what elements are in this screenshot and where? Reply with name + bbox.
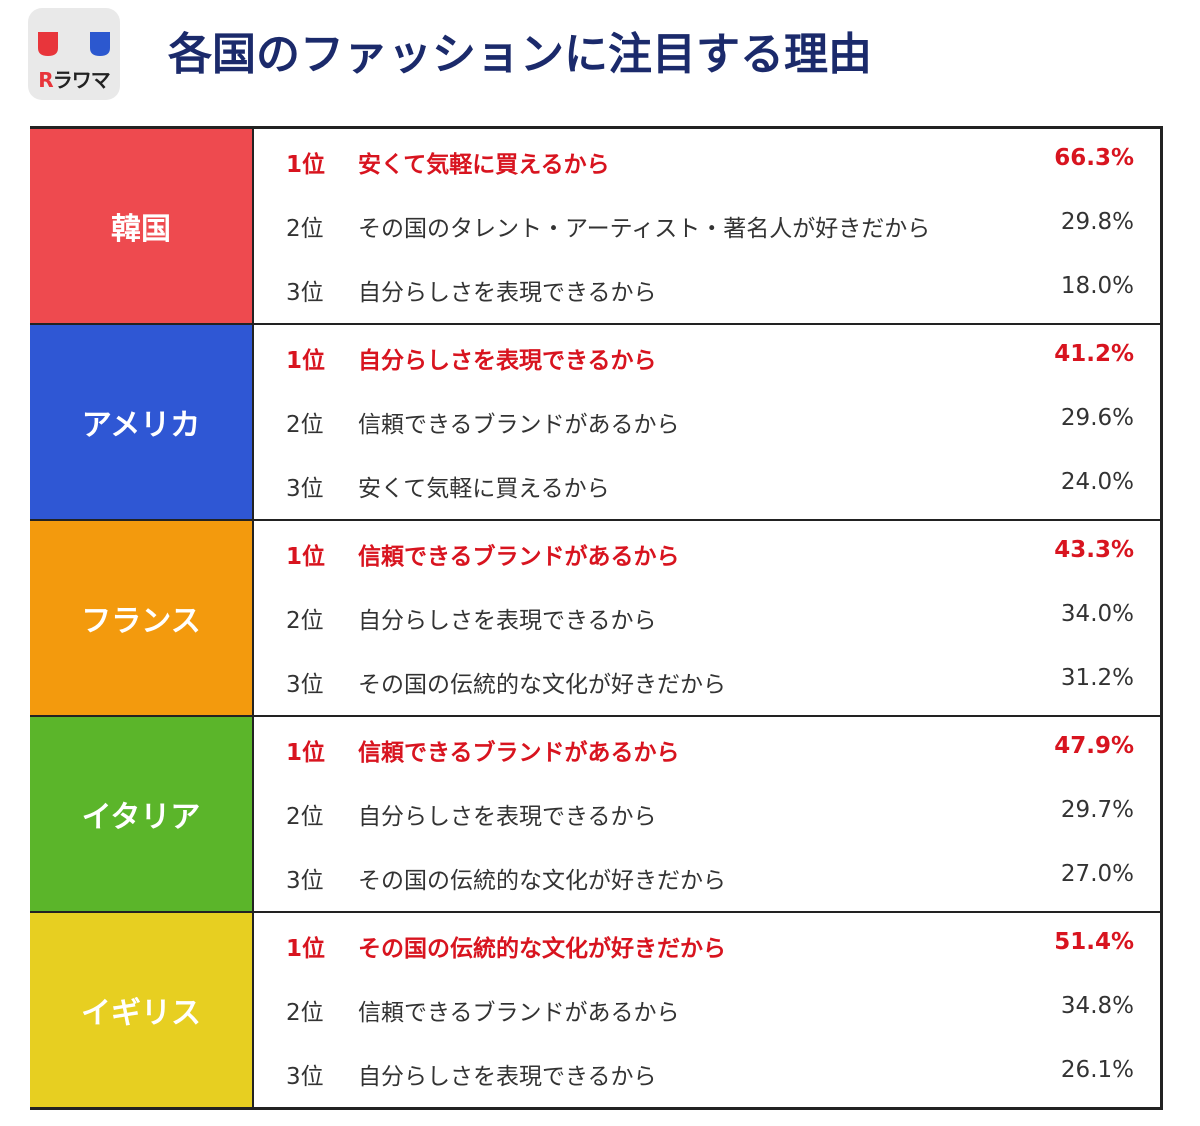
table-row: 1位 安くて気軽に買えるから 66.3%: [254, 129, 1160, 193]
rank-label: 3位: [286, 1064, 324, 1090]
reason-text: その国の伝統的な文化が好きだから: [358, 672, 726, 698]
reason-text: その国の伝統的な文化が好きだから: [358, 936, 726, 962]
table-row: 3位 その国の伝統的な文化が好きだから 31.2%: [254, 649, 1160, 713]
rank-label: 1位: [286, 936, 326, 962]
percent-value: 31.2%: [1060, 665, 1134, 691]
table-row: 3位 安くて気軽に買えるから 24.0%: [254, 453, 1160, 517]
country-group: イギリス 1位 その国の伝統的な文化が好きだから 51.4% 2位 信頼できるブランドがあ…: [30, 913, 1160, 1110]
percent-value: 29.6%: [1060, 405, 1134, 431]
country-label: 韓国: [30, 129, 254, 323]
reason-text: その国の伝統的な文化が好きだから: [358, 868, 726, 894]
table-row: 2位 自分らしさを表現できるから 29.7%: [254, 781, 1160, 845]
reason-text: 自分らしさを表現できるから: [358, 608, 657, 634]
percent-value: 26.1%: [1060, 1057, 1134, 1083]
percent-value: 29.8%: [1060, 209, 1134, 235]
rank-label: 2位: [286, 1000, 324, 1026]
table-row: 3位 自分らしさを表現できるから 26.1%: [254, 1041, 1160, 1105]
percent-value: 47.9%: [1054, 733, 1134, 759]
reason-text: 自分らしさを表現できるから: [358, 280, 657, 306]
table-row: 1位 信頼できるブランドがあるから 43.3%: [254, 521, 1160, 585]
country-label: イギリス: [30, 913, 254, 1107]
percent-value: 24.0%: [1060, 469, 1134, 495]
rank-label: 2位: [286, 608, 324, 634]
table-row: 3位 その国の伝統的な文化が好きだから 27.0%: [254, 845, 1160, 909]
rank-label: 1位: [286, 152, 326, 178]
percent-value: 66.3%: [1054, 145, 1134, 171]
percent-value: 18.0%: [1060, 273, 1134, 299]
rank-label: 3位: [286, 868, 324, 894]
table-row: 2位 自分らしさを表現できるから 34.0%: [254, 585, 1160, 649]
rank-label: 3位: [286, 280, 324, 306]
rank-label: 2位: [286, 412, 324, 438]
percent-value: 34.0%: [1060, 601, 1134, 627]
table-row: 1位 信頼できるブランドがあるから 47.9%: [254, 717, 1160, 781]
glasses-icon: [38, 32, 110, 56]
percent-value: 43.3%: [1054, 537, 1134, 563]
rank-label: 1位: [286, 740, 326, 766]
country-label: アメリカ: [30, 325, 254, 519]
rank-label: 1位: [286, 544, 326, 570]
rank-label: 3位: [286, 672, 324, 698]
reason-text: 信頼できるブランドがあるから: [358, 544, 680, 570]
rank-label: 2位: [286, 216, 324, 242]
reason-text: その国のタレント・アーティスト・著名人が好きだから: [358, 216, 931, 242]
table-row: 1位 その国の伝統的な文化が好きだから 51.4%: [254, 913, 1160, 977]
country-group: 韓国 1位 安くて気軽に買えるから 66.3% 2位 その国のタレント・アーティスト・著名…: [30, 129, 1160, 325]
logo-text: Rラワマ: [38, 68, 110, 92]
percent-value: 41.2%: [1054, 341, 1134, 367]
rank-label: 2位: [286, 804, 324, 830]
table-row: 2位 その国のタレント・アーティスト・著名人が好きだから 29.8%: [254, 193, 1160, 257]
reason-text: 信頼できるブランドがあるから: [358, 1000, 680, 1026]
country-group: イタリア 1位 信頼できるブランドがあるから 47.9% 2位 自分らしさを表現できるから…: [30, 717, 1160, 913]
country-label: フランス: [30, 521, 254, 715]
logo: Rラワマ: [28, 8, 120, 100]
percent-value: 27.0%: [1060, 861, 1134, 887]
reason-text: 自分らしさを表現できるから: [358, 348, 657, 374]
percent-value: 51.4%: [1054, 929, 1134, 955]
table-row: 3位 自分らしさを表現できるから 18.0%: [254, 257, 1160, 321]
rank-label: 1位: [286, 348, 326, 374]
table-row: 1位 自分らしさを表現できるから 41.2%: [254, 325, 1160, 389]
table-row: 2位 信頼できるブランドがあるから 34.8%: [254, 977, 1160, 1041]
reason-text: 自分らしさを表現できるから: [358, 804, 657, 830]
page-title: 各国のファッションに注目する理由: [168, 29, 872, 80]
reason-text: 自分らしさを表現できるから: [358, 1064, 657, 1090]
country-label: イタリア: [30, 717, 254, 911]
reason-text: 信頼できるブランドがあるから: [358, 412, 680, 438]
reason-text: 安くて気軽に買えるから: [358, 476, 610, 502]
country-group: アメリカ 1位 自分らしさを表現できるから 41.2% 2位 信頼できるブランドがあるから…: [30, 325, 1160, 521]
percent-value: 29.7%: [1060, 797, 1134, 823]
rank-label: 3位: [286, 476, 324, 502]
country-group: フランス 1位 信頼できるブランドがあるから 43.3% 2位 自分らしさを表現できるから…: [30, 521, 1160, 717]
ranking-table: 韓国 1位 安くて気軽に買えるから 66.3% 2位 その国のタレント・アーティスト・著名…: [30, 126, 1163, 1110]
table-row: 2位 信頼できるブランドがあるから 29.6%: [254, 389, 1160, 453]
reason-text: 安くて気軽に買えるから: [358, 152, 610, 178]
percent-value: 34.8%: [1060, 993, 1134, 1019]
reason-text: 信頼できるブランドがあるから: [358, 740, 680, 766]
